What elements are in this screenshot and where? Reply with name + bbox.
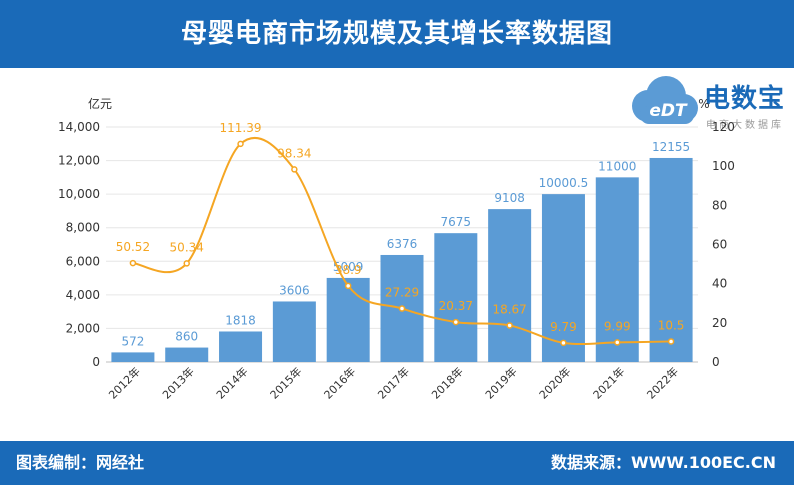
bar [434, 233, 478, 362]
growth-rate-points [129, 140, 675, 347]
right-axis-unit: % [698, 97, 709, 111]
bar [326, 277, 370, 362]
growth-rate-labels: 50.52 50.34 111.39 98.34 38.9 27.29 20.37 18.67… [116, 121, 685, 334]
right-axis-tick-label: 80 [712, 198, 727, 212]
growth-rate-point [506, 322, 513, 329]
growth-rate-point [237, 140, 244, 148]
bar-value-label: 7675 [441, 215, 472, 229]
bar [111, 352, 155, 362]
growth-rate-point [667, 338, 675, 345]
cloud-icon: eDT [632, 76, 698, 124]
right-axis-tick-label: 20 [712, 316, 727, 330]
footer-compiler: 图表编制：网经社 [16, 453, 145, 472]
x-axis-tick-label: 2016年 [321, 364, 358, 401]
growth-rate-label: 50.52 [116, 240, 150, 254]
bar [541, 194, 585, 362]
growth-rate-label: 9.79 [550, 320, 577, 334]
brand-logo: eDT 电数宝 电商大数据库 [626, 72, 794, 142]
growth-rate-label: 20.37 [439, 299, 473, 313]
logo-subtitle: 电商大数据库 [706, 120, 784, 131]
growth-rate-point [344, 282, 352, 290]
bar-series [111, 157, 693, 362]
growth-rate-point [452, 318, 460, 326]
bar-value-label: 12155 [652, 140, 690, 154]
growth-rate-point [129, 259, 137, 267]
x-axis-tick-label: 2019年 [482, 364, 519, 401]
x-axis-tick-label: 2022年 [644, 364, 681, 401]
growth-rate-point [291, 166, 298, 173]
page-title: 母婴电商市场规模及其增长率数据图 [180, 19, 613, 49]
footer-source: 数据来源：WWW.100EC.CN [550, 453, 776, 472]
x-axis-tick-label: 2018年 [428, 364, 465, 401]
growth-rate-point [183, 260, 190, 267]
left-axis-tick-label: 4,000 [66, 288, 100, 302]
x-axis-tick-label: 2015年 [267, 364, 304, 401]
bar [595, 177, 639, 362]
bar-value-label: 1818 [225, 313, 256, 327]
bar [219, 331, 263, 362]
logo-brand-text: 电数宝 [704, 84, 786, 114]
growth-rate-label: 98.34 [277, 146, 311, 160]
growth-rate-label: 111.39 [220, 121, 262, 135]
x-axis-tick-label: 2012年 [106, 364, 143, 401]
bar-value-label: 6376 [387, 237, 418, 251]
left-axis-tick-label: 6,000 [66, 254, 100, 268]
logo-badge-text: eDT [649, 101, 688, 121]
right-axis-tick-label: 60 [712, 238, 727, 252]
bar-value-label: 11000 [598, 159, 636, 173]
growth-rate-point [398, 305, 406, 312]
bar [488, 209, 532, 362]
right-axis-tick-label: 40 [712, 277, 727, 291]
left-axis-tick-label: 0 [92, 355, 100, 369]
bar-value-label: 9108 [494, 191, 525, 205]
left-axis-unit: 亿元 [88, 96, 112, 111]
growth-rate-point [560, 339, 567, 347]
x-axis-tick-label: 2014年 [213, 364, 250, 401]
combo-chart: 572 860 1818 3606 5009 6376 7675 9108 10000.5 110… [58, 96, 735, 402]
left-axis-tick-label: 2,000 [66, 321, 100, 335]
bar-value-labels: 572 860 1818 3606 5009 6376 7675 9108 10000.5 110… [121, 140, 690, 348]
bar-value-label: 3606 [279, 283, 310, 297]
bar-value-label: 5009 [333, 260, 364, 274]
growth-rate-line [132, 137, 672, 346]
left-axis-ticks: 0 2,000 4,000 6,000 8,000 10,000 12,000 14,000 [58, 120, 100, 369]
bar [272, 301, 316, 362]
growth-rate-point [614, 339, 621, 346]
x-axis-tick-label: 2021年 [590, 364, 627, 401]
x-axis-tick-label: 2013年 [159, 364, 196, 401]
x-axis-tick-label: 2020年 [536, 364, 573, 401]
right-axis-ticks: 0 20 40 60 80 100 120 [712, 120, 735, 369]
x-axis-tick-label: 2017年 [375, 364, 412, 401]
bar-value-label: 10000.5 [539, 176, 589, 190]
growth-rate-label: 18.67 [492, 302, 526, 316]
bar [165, 347, 209, 362]
right-axis-tick-label: 120 [712, 120, 735, 134]
right-axis-tick-label: 100 [712, 159, 735, 173]
bar [649, 157, 693, 362]
x-axis-ticks: 2012年 2013年 2014年 2015年 2016年 2017年 2018年 2019年… [106, 364, 682, 401]
left-axis-tick-label: 10,000 [58, 187, 100, 201]
right-axis-tick-label: 0 [712, 355, 720, 369]
left-axis-tick-label: 12,000 [58, 154, 100, 168]
growth-rate-label: 10.5 [658, 318, 685, 332]
bar-value-label: 572 [121, 334, 144, 348]
left-axis-tick-label: 14,000 [58, 120, 100, 134]
header-bar: 母婴电商市场规模及其增长率数据图 [0, 0, 794, 68]
growth-rate-label: 9.99 [604, 319, 631, 333]
growth-rate-label: 50.34 [170, 240, 204, 254]
growth-rate-label: 27.29 [385, 286, 419, 300]
growth-rate-label: 38.9 [335, 263, 362, 277]
bar-value-label: 860 [175, 330, 198, 344]
footer-bar: 图表编制：网经社 数据来源：WWW.100EC.CN [0, 441, 794, 485]
left-axis-tick-label: 8,000 [66, 221, 100, 235]
